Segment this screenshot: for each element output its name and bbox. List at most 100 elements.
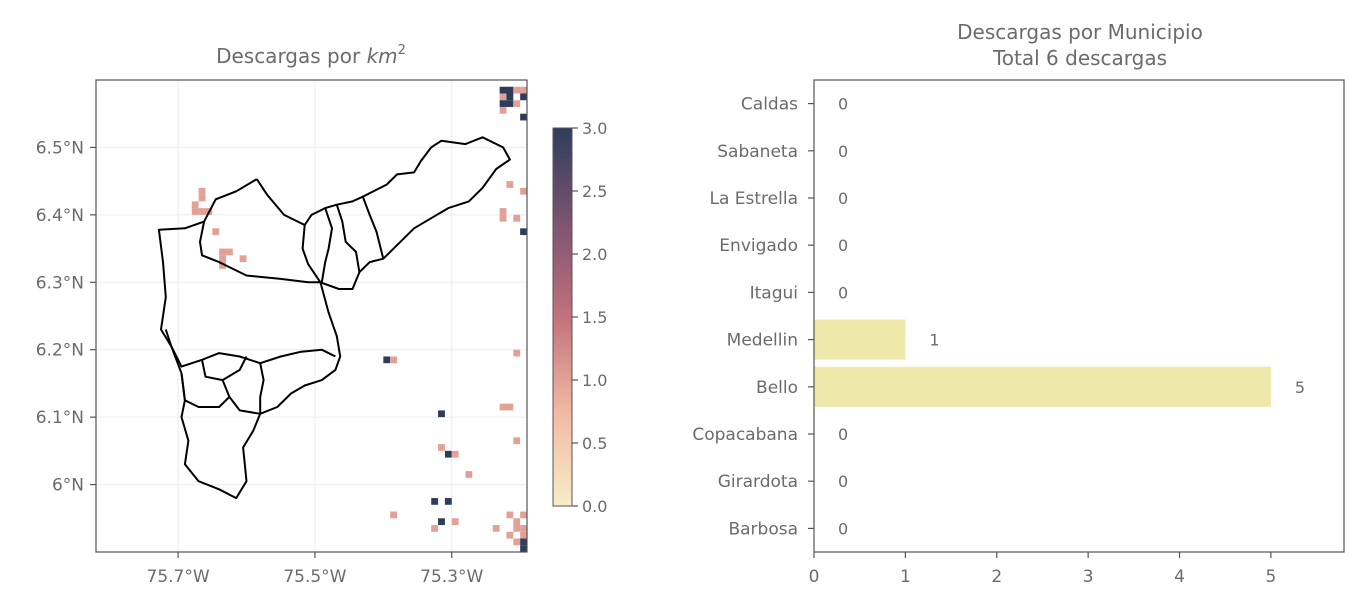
density-cell [513,525,521,532]
bar-value-label: 0 [838,142,848,161]
density-cell [513,349,521,357]
density-cell [219,255,226,263]
bar-value-label: 0 [838,95,848,114]
density-cell [513,214,521,222]
density-cell [198,194,206,202]
category-label: Sabaneta [717,142,798,162]
density-cell [506,93,514,101]
map-y-tick-label: 6.3°N [36,273,84,293]
density-cell [438,518,445,526]
density-cell [513,100,521,107]
density-cell [513,437,521,445]
municipality-boundary [335,204,361,273]
colorbar-tick-label: 0.0 [582,497,607,516]
map-y-tick-label: 6°N [52,476,84,496]
map-y-tick-label: 6.5°N [36,138,84,158]
bar-title-line2: Total 6 descargas [992,46,1167,70]
bar-frame [813,79,1345,553]
density-cell [499,106,507,114]
density-cell [198,187,206,195]
map-x-tick-label: 75.3°W [420,567,483,587]
municipality-boundary [361,196,385,259]
density-cell [390,511,398,519]
density-cell [506,403,514,411]
density-cell [492,525,500,532]
map-x-tick-label: 75.7°W [147,567,210,587]
density-cell [520,531,527,539]
bar-x-tick-label: 4 [1174,567,1185,587]
density-cell [506,86,514,94]
bar-x-tick-label: 0 [809,567,820,587]
density-cell [198,208,206,215]
bar-value-label: 0 [838,425,848,444]
bar-title-line1: Descargas por Municipio [957,20,1203,44]
municipality-boundary [255,178,306,226]
bar-value-label: 1 [929,331,939,350]
category-label: Bello [756,378,798,398]
map-y-tick-label: 6.1°N [36,408,84,428]
density-cell [506,181,514,188]
bar-x-tick-label: 1 [900,567,911,587]
map-y-tick-label: 6.4°N [36,206,84,226]
density-cell [219,248,226,256]
density-cell [239,255,247,263]
density-cell [513,518,521,526]
bar-value-label: 5 [1295,378,1305,397]
density-map-chart: Descargas por km2 75.7°W 75.5°W 75.3°W 6°N 6… [36,43,608,587]
map-title: Descargas por km2 [216,43,406,68]
density-cell [499,208,507,215]
density-cell [513,538,521,546]
density-cell [390,356,398,364]
density-cell [431,498,439,505]
density-cell [438,444,445,451]
density-cell [506,531,514,539]
category-label: Itagui [750,283,798,303]
bar-value-label: 0 [838,236,848,255]
municipality-boundary [259,363,265,414]
municipality-boundary [157,136,511,500]
colorbar-tick-label: 2.5 [582,182,607,201]
density-cell [520,187,527,195]
bar [814,319,906,360]
density-cell [499,100,507,107]
bar-value-label: 0 [838,283,848,302]
density-cell [520,86,527,94]
category-label: Girardota [718,472,798,492]
category-label: La Estrella [710,189,799,209]
bar-x-tick-label: 5 [1265,567,1276,587]
bar-x-tick-label: 3 [1083,567,1094,587]
bar-value-label: 0 [838,189,848,208]
density-cell [444,450,452,458]
density-cell [191,208,199,215]
density-cell [520,538,527,546]
density-cell [383,356,391,364]
category-label: Barbosa [728,519,798,539]
density-cell [499,214,507,222]
category-label: Caldas [741,95,798,115]
municipality-boundary [180,373,231,408]
bar-x-tick-label: 2 [991,567,1002,587]
density-cell [191,201,199,209]
map-x-tick-label: 75.5°W [283,567,346,587]
municipality-boundary [199,221,321,284]
density-cell [451,450,459,458]
colorbar-tick-label: 1.5 [582,308,607,327]
colorbar-tick-label: 3.0 [582,119,607,138]
density-cell [438,410,445,418]
density-cell [506,100,514,107]
density-cell [520,113,527,121]
bar [814,366,1271,407]
density-cell [520,545,527,552]
density-cell [520,93,527,101]
colorbar [552,127,573,507]
municipality-boundary [320,207,333,283]
density-cell [431,525,439,532]
density-cell [520,228,527,236]
density-cell [520,525,527,532]
density-cell [451,518,459,526]
bar-value-label: 0 [838,519,848,538]
colorbar-tick-label: 2.0 [582,245,607,264]
bar-value-label: 0 [838,472,848,491]
municipality-boundary [201,356,248,382]
